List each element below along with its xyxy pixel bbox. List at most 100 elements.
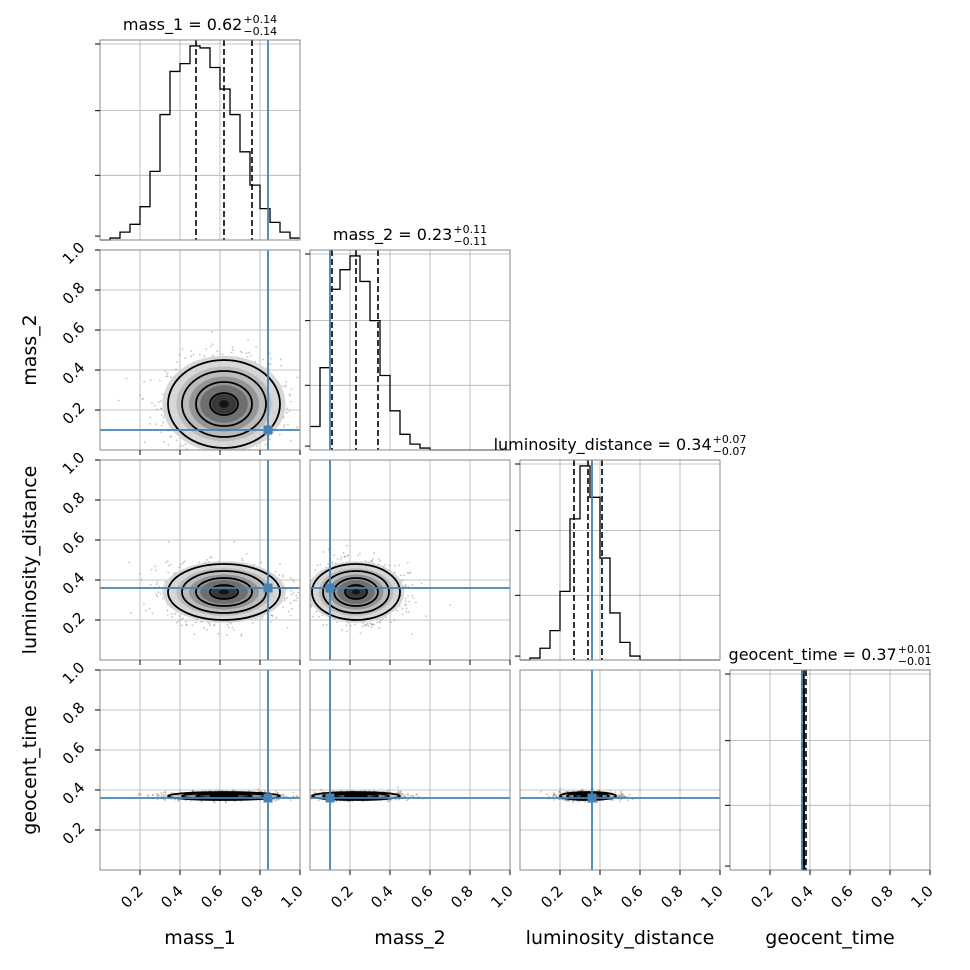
contour-line [322, 570, 390, 614]
title-value: mass_1 = 0.62 [123, 15, 242, 35]
sample-point [345, 624, 348, 627]
panel-frame [309, 249, 511, 451]
sample-point [346, 554, 349, 557]
sample-point [398, 605, 401, 608]
sample-point [359, 632, 362, 635]
sample-point [290, 593, 293, 596]
sample-point [280, 364, 283, 367]
sample-point [240, 634, 243, 637]
sample-point [166, 609, 169, 612]
sample-point [174, 612, 177, 615]
panel-frame [309, 459, 511, 661]
sample-point [407, 611, 410, 614]
sample-point [339, 558, 342, 561]
sample-point [314, 569, 317, 571]
sample-point [406, 561, 409, 564]
sample-point [385, 616, 387, 619]
sample-point [291, 607, 293, 610]
sample-point [160, 793, 163, 796]
sample-point [372, 623, 375, 626]
sample-point [190, 350, 193, 352]
sample-point [361, 625, 364, 628]
sample-point [370, 560, 373, 562]
contour-line [167, 359, 281, 449]
sample-point [180, 624, 183, 627]
sample-point [408, 572, 411, 575]
sample-point [148, 607, 151, 610]
sample-point [125, 377, 128, 380]
sample-point [404, 603, 407, 606]
sample-point [200, 621, 203, 623]
sample-point [208, 622, 211, 625]
sample-point [207, 621, 209, 624]
sample-point [401, 607, 404, 610]
sample-point [213, 623, 216, 626]
truth-marker [263, 425, 273, 435]
sample-point [151, 402, 153, 404]
sample-point [205, 628, 208, 631]
title-value: mass_2 = 0.23 [333, 225, 452, 245]
sample-point [327, 562, 330, 565]
sample-point [373, 552, 376, 555]
sample-point [192, 353, 195, 356]
sample-point [201, 800, 203, 803]
sample-point [271, 615, 274, 617]
sample-point [359, 552, 361, 555]
sample-point [292, 592, 295, 594]
density-panel-mass_2-luminosity_distance [309, 459, 511, 665]
title-upper-error: +0.11 [453, 223, 487, 236]
sample-point [183, 560, 186, 563]
sample-point [164, 370, 167, 373]
sample-point [193, 633, 196, 636]
sample-point [379, 560, 381, 562]
histogram-panel-geocent_time: geocent_time = 0.37 +0.01−0.01 [725, 643, 931, 871]
sample-point [286, 411, 288, 414]
sample-point [370, 560, 373, 562]
sample-point [208, 556, 211, 559]
sample-point [349, 624, 352, 627]
sample-point [231, 349, 234, 352]
sample-point [376, 621, 379, 624]
sample-point [344, 556, 346, 559]
sample-point [371, 623, 373, 625]
sample-point [138, 573, 141, 576]
sample-point [240, 633, 243, 636]
sample-point [209, 345, 212, 348]
sample-point [164, 791, 167, 794]
sample-point [278, 433, 281, 436]
sample-point [365, 624, 368, 626]
sample-point [163, 441, 165, 443]
sample-point [128, 561, 131, 564]
sample-point [158, 379, 161, 382]
title-lower-error: −0.07 [713, 445, 747, 458]
sample-point [156, 581, 159, 583]
sample-point [178, 353, 181, 356]
contour-line [344, 584, 368, 600]
sample-point [290, 388, 293, 391]
sample-point [411, 633, 414, 636]
sample-point [372, 558, 375, 560]
sample-point [155, 593, 158, 596]
sample-point [278, 574, 281, 576]
sample-point [147, 794, 150, 797]
density-level [218, 400, 230, 408]
title-value: geocent_time = 0.37 [729, 645, 897, 665]
sample-point [211, 354, 214, 357]
sample-point [160, 407, 162, 410]
sample-point [162, 421, 165, 424]
sample-point [166, 614, 169, 616]
sample-point [203, 626, 205, 629]
sample-point [241, 559, 244, 562]
sample-point [284, 597, 287, 600]
sample-point [210, 556, 213, 559]
sample-point [185, 623, 188, 626]
density-layer [117, 331, 300, 450]
sample-point [270, 614, 272, 616]
sample-point [389, 621, 392, 624]
sample-point [316, 564, 319, 567]
sample-point [420, 582, 423, 585]
sample-point [388, 564, 391, 567]
sample-point [357, 554, 360, 557]
sample-point [283, 423, 286, 426]
